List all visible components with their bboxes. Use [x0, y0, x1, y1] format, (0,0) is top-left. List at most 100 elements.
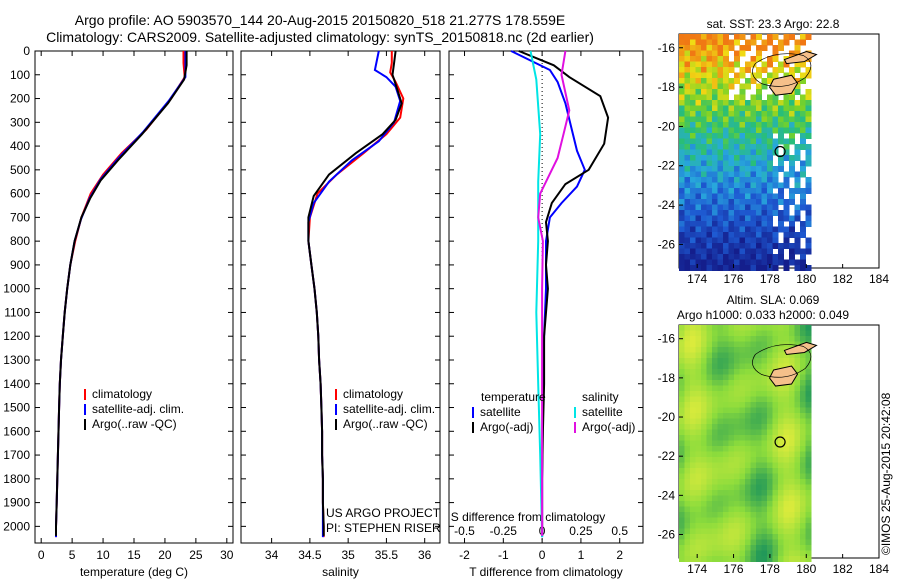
map-cell: [728, 330, 735, 337]
map-cell: [767, 473, 773, 480]
map-cell: [794, 506, 801, 513]
map-cell: [756, 402, 762, 408]
map-cell: [805, 204, 812, 211]
map-cell: [701, 484, 707, 491]
map-cell: [684, 61, 691, 68]
map-cell: [706, 440, 713, 447]
map-cell: [695, 528, 702, 535]
map-cell: [767, 506, 773, 513]
map-cell: [794, 83, 801, 90]
map-cell: [805, 210, 812, 216]
map-cell: [750, 490, 757, 496]
map-cell: [728, 446, 735, 452]
map-cell: [745, 210, 751, 216]
map-y-tick-label: -20: [658, 119, 676, 133]
map-cell: [701, 182, 707, 189]
map-cell: [734, 490, 740, 496]
map-cell: [750, 418, 757, 425]
map-cell: [723, 473, 729, 480]
map-cell: [745, 78, 751, 84]
map-cell: [783, 462, 790, 469]
map-cell: [690, 336, 696, 342]
y-tick-label: 800: [10, 234, 30, 248]
map-cell: [695, 111, 702, 117]
map-cell: [728, 396, 735, 403]
x-tick-label: 30: [220, 548, 234, 562]
map-cell: [783, 413, 790, 419]
map-cell: [794, 517, 801, 524]
map-cell: [739, 539, 746, 546]
map-cell: [772, 523, 779, 529]
map-cell: [706, 506, 713, 513]
map-cell: [772, 177, 779, 183]
map-cell: [756, 556, 762, 562]
map-cell: [684, 446, 691, 452]
title-line-1: Argo profile: AO 5903570_144 20-Aug-2015…: [74, 12, 566, 28]
map-cell: [745, 166, 751, 172]
map-cell: [739, 336, 746, 342]
map-cell: [761, 418, 768, 425]
map-cell: [745, 226, 751, 233]
map-cell: [794, 495, 801, 502]
map-cell: [761, 193, 768, 200]
map-cell: [690, 550, 696, 557]
map-cell: [717, 462, 724, 469]
map-cell: [734, 336, 740, 342]
map-cell: [761, 512, 768, 518]
map-cell: [805, 127, 812, 134]
map-cell: [728, 171, 735, 178]
map-cell: [739, 221, 746, 227]
map-cell: [756, 210, 762, 216]
map-cell: [684, 232, 691, 238]
y-tick-label: 400: [10, 139, 30, 153]
map-cell: [695, 50, 702, 57]
map-cell: [712, 424, 718, 430]
map-y-tick-label: -26: [658, 237, 676, 251]
map-cell: [728, 210, 735, 216]
map-cell: [750, 144, 757, 150]
map-cell: [739, 116, 746, 123]
map-cell: [717, 259, 724, 266]
map-cell: [679, 248, 685, 255]
map-cell: [701, 369, 707, 375]
map-cell: [723, 523, 729, 529]
map-cell: [761, 122, 768, 128]
map-cell: [750, 226, 757, 233]
map-cell: [690, 254, 696, 260]
map-cell: [767, 133, 773, 139]
map-cell: [805, 374, 812, 381]
map-cell: [750, 243, 757, 249]
map-cell: [772, 50, 779, 57]
map-cell: [767, 237, 773, 244]
map-cell: [800, 391, 806, 397]
map-cell: [712, 517, 718, 524]
map-cell: [745, 111, 751, 117]
map-cell: [761, 39, 768, 46]
map-cell: [695, 226, 702, 233]
map-cell: [805, 188, 812, 194]
map-cell: [706, 215, 713, 222]
map-cell: [789, 215, 795, 222]
map-cell: [706, 550, 713, 557]
map-cell: [706, 61, 713, 68]
map-cell: [789, 254, 795, 260]
map-cell: [761, 473, 768, 480]
map-cell: [756, 462, 762, 469]
map-cell: [750, 479, 757, 485]
map-cell: [695, 336, 702, 342]
map-cell: [723, 429, 729, 436]
map-cell: [679, 479, 685, 485]
map-cell: [772, 232, 779, 238]
map-cell: [701, 336, 707, 342]
map-cell: [712, 215, 718, 222]
map-cell: [728, 407, 735, 414]
map-cell: [783, 479, 790, 485]
map-cell: [750, 391, 757, 397]
map-cell: [783, 424, 790, 430]
map-cell: [805, 149, 812, 156]
map-cell: [723, 254, 729, 260]
map-cell: [756, 89, 762, 95]
map-cell: [701, 100, 707, 106]
map-cell: [800, 479, 806, 485]
map-cell: [734, 243, 740, 249]
